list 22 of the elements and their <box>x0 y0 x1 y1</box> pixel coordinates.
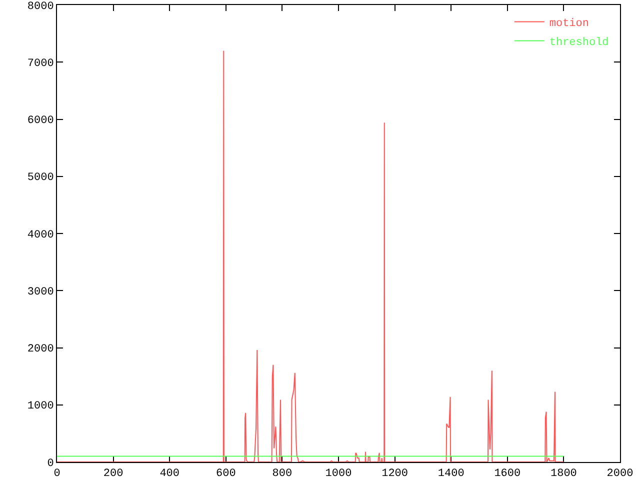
x-tick-label: 1200 <box>382 468 408 480</box>
y-tick-label: 3000 <box>27 286 54 298</box>
y-tick-label: 2000 <box>27 344 54 356</box>
x-tick-label: 200 <box>103 468 124 480</box>
y-tick-label: 5000 <box>27 172 54 184</box>
y-tick-label: 4000 <box>27 229 54 242</box>
x-tick-label: 1400 <box>438 468 464 480</box>
x-tick-label: 1800 <box>550 468 577 480</box>
x-tick-label: 1000 <box>325 468 352 480</box>
y-tick-label: 8000 <box>27 0 54 13</box>
x-tick-label: 600 <box>216 468 236 480</box>
x-tick-label: 400 <box>160 468 180 480</box>
y-tick-label: 7000 <box>27 58 54 70</box>
y-tick-label: 1000 <box>27 400 54 413</box>
line-series <box>57 50 564 462</box>
y-tick-label: 0 <box>47 458 54 470</box>
y-tick-label: 6000 <box>27 115 54 128</box>
x-tick-label: 2000 <box>606 468 634 480</box>
x-tick-label: 1600 <box>494 468 521 480</box>
legend-label: threshold <box>549 37 609 50</box>
x-tick-label: 800 <box>272 468 292 480</box>
legend-label: motion <box>549 18 589 30</box>
